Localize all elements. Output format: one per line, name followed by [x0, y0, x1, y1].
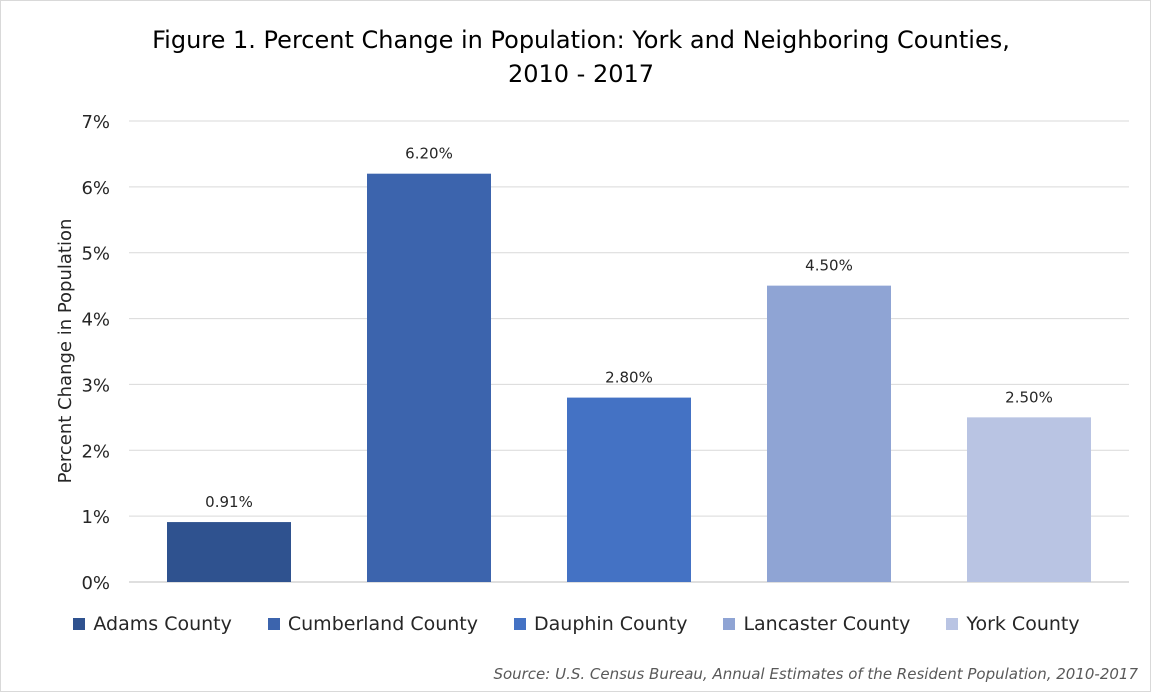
legend-swatch	[267, 618, 280, 630]
data-label: 0.91%	[205, 493, 253, 511]
bars	[167, 173, 1091, 582]
chart-title: Figure 1. Percent Change in Population: …	[152, 26, 1010, 88]
legend-item: York County	[946, 613, 1080, 635]
legend-item: Lancaster County	[723, 613, 910, 635]
legend-swatch	[514, 618, 526, 630]
y-tick-label: 6%	[81, 178, 110, 199]
data-label: 6.20%	[405, 145, 453, 163]
bar	[167, 522, 291, 582]
data-label: 4.50%	[805, 257, 853, 275]
legend-swatch	[946, 618, 959, 630]
legend-label: Dauphin County	[534, 613, 688, 635]
legend-swatch	[73, 618, 86, 630]
data-labels: 0.91% 6.20% 2.80% 4.50% 2.50%	[205, 145, 1053, 511]
y-axis-label: Percent Change in Population	[55, 219, 76, 484]
data-label: 2.80%	[605, 369, 653, 387]
legend-label: York County	[966, 613, 1080, 635]
y-tick-label: 0%	[81, 573, 110, 594]
source-note: Source: U.S. Census Bureau, Annual Estim…	[493, 665, 1138, 683]
bar	[767, 285, 891, 582]
bar	[567, 397, 691, 582]
y-tick-label: 1%	[81, 507, 110, 528]
legend-item: Adams County	[73, 613, 232, 635]
y-tick-labels: 0% 1% 2% 3% 4% 5% 6% 7%	[81, 112, 110, 594]
legend-label: Cumberland County	[287, 613, 478, 635]
y-tick-label: 3%	[81, 375, 110, 396]
y-tick-label: 2%	[81, 441, 110, 462]
legend-item: Cumberland County	[267, 613, 478, 635]
y-tick-label: 4%	[81, 310, 110, 331]
data-label: 2.50%	[1005, 388, 1053, 406]
bar	[967, 417, 1091, 582]
y-tick-label: 5%	[81, 244, 110, 265]
legend-label: Adams County	[93, 613, 232, 635]
y-tick-label: 7%	[81, 112, 110, 133]
bar	[367, 173, 491, 582]
legend-swatch	[723, 618, 736, 630]
legend-item: Dauphin County	[514, 613, 687, 635]
legend: Adams County Cumberland County Dauphin Cou…	[1, 613, 1150, 635]
legend-label: Lancaster County	[743, 613, 911, 635]
